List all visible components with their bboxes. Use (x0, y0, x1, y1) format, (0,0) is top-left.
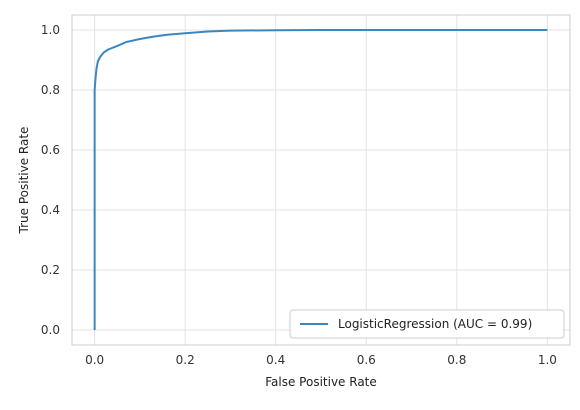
roc-curve-line (93, 29, 548, 330)
x-tick-label: 0.6 (357, 353, 376, 367)
x-tick-label: 0.8 (447, 353, 466, 367)
plot-frame (71, 14, 571, 346)
x-tick-label: 0.4 (266, 353, 285, 367)
y-tick-label: 0.8 (41, 83, 60, 97)
x-tick-label: 1.0 (538, 353, 557, 367)
legend: LogisticRegression (AUC = 0.99) (289, 309, 565, 339)
tick-labels: 0.0 0.2 0.4 0.6 0.8 1.0 0.0 0.2 0.4 0.6 0.8 1.0 (41, 23, 557, 367)
grid (72, 15, 570, 345)
y-tick-label: 0.6 (41, 143, 60, 157)
legend-box (289, 309, 565, 339)
y-tick-label: 1.0 (41, 23, 60, 37)
y-tick-label: 0.2 (41, 263, 60, 277)
series (93, 29, 548, 330)
y-axis-label: True Positive Rate (17, 127, 31, 235)
x-tick-label: 0.0 (85, 353, 104, 367)
x-tick-label: 0.2 (176, 353, 195, 367)
legend-entry: LogisticRegression (AUC = 0.99) (338, 317, 532, 331)
x-axis-label: False Positive Rate (265, 375, 377, 389)
y-tick-label: 0.4 (41, 203, 60, 217)
y-tick-label: 0.0 (41, 323, 60, 337)
